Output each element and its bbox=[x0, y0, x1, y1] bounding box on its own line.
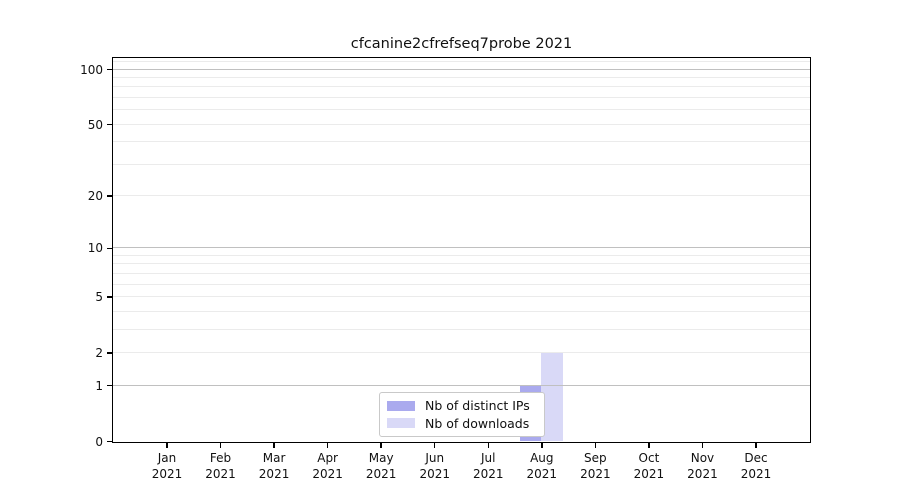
legend-swatch-distinct-ips bbox=[387, 400, 415, 411]
legend-label-distinct-ips: Nb of distinct IPs bbox=[425, 398, 530, 414]
x-tick-year: 2021 bbox=[740, 466, 772, 481]
y-tick-mark bbox=[107, 384, 112, 387]
x-tick-label-mar: Mar 2021 bbox=[244, 451, 304, 482]
minor-gridline bbox=[113, 109, 810, 111]
y-tick-label: 10 bbox=[87, 241, 103, 256]
x-tick-label-sep: Sep 2021 bbox=[565, 451, 625, 482]
x-tick-mark bbox=[755, 443, 757, 448]
x-tick-year: 2021 bbox=[151, 466, 183, 481]
x-tick-label-jan: Jan 2021 bbox=[137, 451, 197, 482]
y-tick-mark bbox=[107, 123, 112, 126]
minor-gridline bbox=[113, 254, 810, 256]
x-tick-year: 2021 bbox=[365, 466, 397, 481]
x-tick-label-dec: Dec 2021 bbox=[726, 451, 786, 482]
bar-aug-series2 bbox=[541, 352, 563, 441]
minor-gridline bbox=[113, 77, 810, 79]
minor-gridline bbox=[113, 141, 810, 143]
y-tick-label: 50 bbox=[87, 117, 103, 132]
legend-item-distinct-ips: Nb of distinct IPs bbox=[387, 398, 536, 413]
x-tick-label-apr: Apr 2021 bbox=[298, 451, 358, 482]
minor-gridline bbox=[113, 195, 810, 197]
minor-gridline bbox=[113, 296, 810, 298]
x-tick-year: 2021 bbox=[419, 466, 450, 481]
minor-gridline bbox=[113, 86, 810, 88]
legend-item-downloads: Nb of downloads bbox=[387, 416, 536, 431]
minor-gridline bbox=[113, 351, 810, 353]
x-tick-month: Oct bbox=[638, 451, 660, 465]
x-tick-year: 2021 bbox=[633, 466, 665, 481]
x-tick-month: Nov bbox=[690, 451, 715, 465]
x-tick-month: Apr bbox=[317, 451, 338, 465]
x-tick-month: Jan bbox=[157, 451, 177, 465]
x-tick-label-may: May 2021 bbox=[351, 451, 411, 482]
x-tick-mark bbox=[273, 443, 275, 448]
minor-gridline bbox=[113, 61, 810, 63]
x-tick-label-aug: Aug 2021 bbox=[512, 451, 572, 482]
y-tick-mark bbox=[107, 195, 112, 197]
x-tick-month: May bbox=[368, 451, 394, 465]
x-tick-month: Dec bbox=[744, 451, 768, 465]
minor-gridline bbox=[113, 123, 810, 125]
major-gridline bbox=[113, 247, 810, 249]
x-tick-year: 2021 bbox=[312, 466, 343, 481]
minor-gridline bbox=[113, 97, 810, 99]
minor-gridline bbox=[113, 163, 810, 165]
y-tick-label: 100 bbox=[80, 62, 103, 77]
x-tick-mark bbox=[701, 443, 704, 448]
y-tick-mark bbox=[107, 352, 112, 354]
major-gridline bbox=[113, 68, 810, 70]
legend: Nb of distinct IPs Nb of downloads bbox=[379, 392, 545, 437]
x-tick-label-oct: Oct 2021 bbox=[619, 451, 679, 482]
legend-label-downloads: Nb of downloads bbox=[425, 415, 530, 431]
x-tick-month: Mar bbox=[262, 451, 286, 465]
x-tick-mark bbox=[648, 443, 650, 448]
x-tick-year: 2021 bbox=[580, 466, 611, 481]
y-tick-label: 0 bbox=[95, 434, 103, 449]
x-tick-year: 2021 bbox=[258, 466, 290, 481]
x-tick-label-nov: Nov 2021 bbox=[672, 451, 732, 482]
x-tick-year: 2021 bbox=[526, 466, 558, 481]
x-tick-mark bbox=[326, 443, 329, 448]
minor-gridline bbox=[113, 283, 810, 285]
y-tick-label: 20 bbox=[87, 189, 103, 204]
x-tick-month: Jul bbox=[481, 451, 496, 465]
x-tick-mark bbox=[541, 443, 543, 448]
x-tick-month: Aug bbox=[530, 451, 554, 465]
x-tick-mark bbox=[166, 443, 168, 448]
chart-title: cfcanine2cfrefseq7probe 2021 bbox=[350, 36, 573, 52]
x-tick-month: Jun bbox=[425, 451, 445, 465]
legend-swatch-downloads bbox=[387, 418, 415, 429]
minor-gridline bbox=[113, 328, 810, 330]
plot-area bbox=[112, 57, 811, 443]
y-tick-mark bbox=[107, 68, 112, 71]
x-tick-mark bbox=[594, 443, 597, 448]
x-tick-year: 2021 bbox=[687, 466, 718, 481]
major-gridline bbox=[113, 384, 810, 386]
y-tick-mark bbox=[107, 440, 112, 443]
x-tick-label-feb: Feb 2021 bbox=[191, 451, 251, 482]
x-tick-month: Feb bbox=[209, 451, 232, 465]
x-tick-year: 2021 bbox=[472, 466, 504, 481]
y-tick-label: 5 bbox=[95, 290, 103, 305]
minor-gridline bbox=[113, 263, 810, 265]
y-tick-label: 2 bbox=[95, 345, 103, 360]
minor-gridline bbox=[113, 272, 810, 274]
x-tick-label-jul: Jul 2021 bbox=[458, 451, 518, 482]
y-tick-mark bbox=[107, 247, 112, 250]
x-tick-year: 2021 bbox=[205, 466, 236, 481]
y-tick-label: 1 bbox=[95, 378, 103, 393]
x-tick-label-jun: Jun 2021 bbox=[405, 451, 465, 482]
minor-gridline bbox=[113, 310, 810, 312]
x-tick-month: Sep bbox=[584, 451, 607, 465]
x-tick-mark bbox=[487, 443, 490, 448]
x-tick-mark bbox=[433, 443, 436, 448]
y-tick-mark bbox=[107, 296, 112, 298]
x-tick-mark bbox=[219, 443, 222, 448]
x-tick-mark bbox=[380, 443, 382, 448]
